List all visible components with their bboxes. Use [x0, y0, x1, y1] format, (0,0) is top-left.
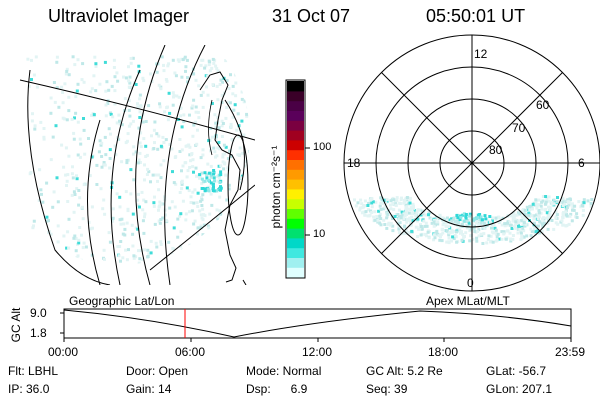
apex-panel-label: Apex MLat/MLT: [426, 294, 510, 308]
colorbar-segment: [287, 120, 304, 131]
polar-lat-70: 70: [512, 121, 526, 135]
footer-seq: Seq: 39: [366, 382, 408, 396]
polar-label-12: 12: [474, 47, 488, 61]
colorbar-segment: [287, 267, 304, 278]
colorbar-segment: [287, 188, 304, 200]
altitude-xtick-0000: 00:00: [48, 345, 79, 359]
footer-door: Door: Open: [126, 364, 189, 378]
colorbar-segment: [287, 179, 304, 190]
geographic-panel-label: Geographic Lat/Lon: [69, 294, 175, 308]
polar-lat-60: 60: [536, 98, 550, 112]
footer-gc-alt: GC Alt: 5.2 Re: [366, 364, 443, 378]
colorbar-segment: [287, 90, 304, 102]
footer-filter: Flt: LBHL: [8, 364, 59, 378]
colorbar-segment: [287, 247, 304, 258]
altitude-xtick-0600: 06:00: [175, 345, 206, 359]
altitude-ylabel: GC Alt: [9, 307, 23, 343]
colorbar-segment: [287, 149, 304, 160]
altitude-ytick-1.8: 1.8: [30, 326, 47, 340]
footer-gain: Gain: 14: [126, 382, 172, 396]
polar-label-18: 18: [347, 156, 361, 170]
footer-dsp: Dsp: 6.9: [246, 382, 308, 396]
colorbar-segment: [287, 257, 304, 268]
footer-mode: Mode: Normal: [246, 364, 322, 378]
colorbar-segment: [287, 208, 304, 219]
colorbar: [285, 79, 310, 279]
instrument-title: Ultraviolet Imager: [48, 6, 190, 26]
colorbar-tick-100: 100: [313, 141, 332, 153]
time-label: 05:50:01 UT: [426, 6, 526, 26]
colorbar-unit-label: photon cm⁻²s⁻¹: [269, 145, 283, 229]
footer-glon: GLon: 207.1: [486, 382, 553, 396]
footer-ip: IP: 36.0: [8, 382, 50, 396]
polar-label-6: 6: [578, 156, 585, 170]
polar-label-0: 0: [467, 276, 474, 290]
colorbar-segment: [287, 130, 304, 141]
colorbar-segment: [287, 169, 304, 180]
colorbar-tick-10: 10: [313, 228, 326, 240]
altitude-strip-plot: [60, 308, 572, 342]
aurora-speckle-polar: [353, 195, 594, 245]
colorbar-segment: [287, 218, 304, 229]
altitude-xtick-2359: 23:59: [555, 345, 586, 359]
date-label: 31 Oct 07: [272, 6, 351, 26]
colorbar-segment: [287, 139, 304, 151]
colorbar-segment: [287, 198, 304, 209]
colorbar-segment: [287, 228, 304, 239]
altitude-xtick-1800: 18:00: [428, 345, 459, 359]
colorbar-segment: [287, 237, 304, 249]
altitude-ytick-9: 9.0: [30, 306, 47, 320]
altitude-xtick-1200: 12:00: [302, 345, 333, 359]
geographic-map-panel: [19, 45, 255, 285]
colorbar-segment: [287, 100, 304, 111]
colorbar-segment: [287, 81, 304, 92]
polar-lat-80: 80: [489, 143, 503, 157]
colorbar-segment: [287, 110, 304, 121]
polar-mlat-mlt-panel: [343, 34, 600, 292]
colorbar-segment: [287, 159, 304, 170]
footer-glat: GLat: -56.7: [486, 364, 547, 378]
